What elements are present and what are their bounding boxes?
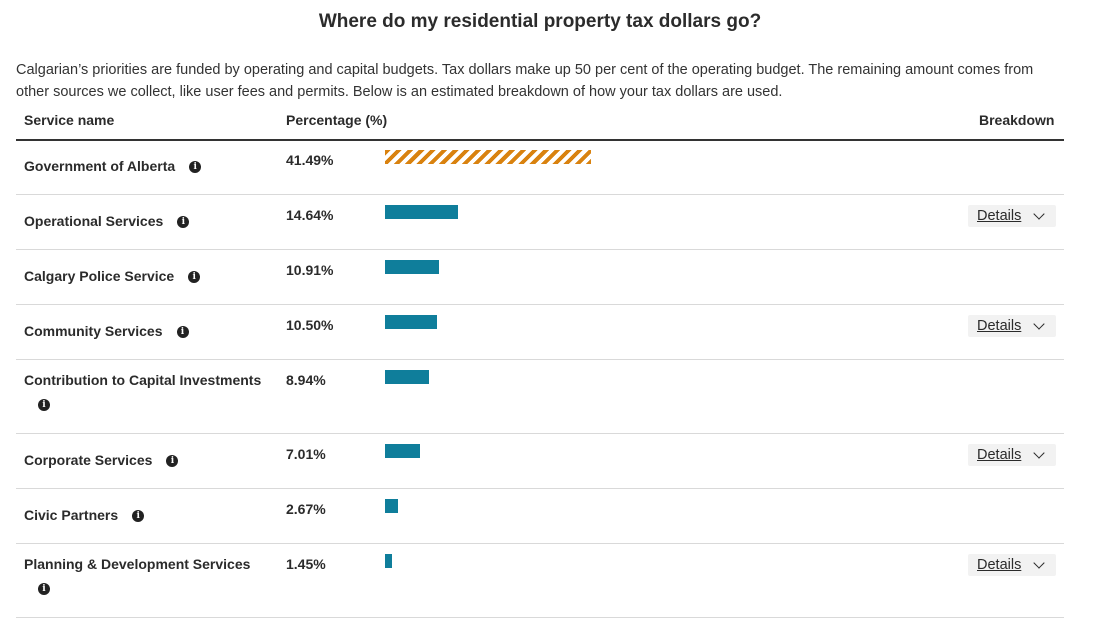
header-percentage: Percentage (%): [286, 112, 388, 128]
chevron-down-icon: [1033, 208, 1045, 220]
info-icon[interactable]: i: [132, 510, 145, 523]
service-rows: Government of Alberta i 41.49% Operational …: [16, 140, 1064, 618]
percentage-bar: [385, 370, 429, 384]
details-button[interactable]: Details: [968, 554, 1056, 576]
table-row: Calgary Police Service i 10.91%: [16, 250, 1064, 305]
details-label: Details: [977, 318, 1022, 334]
table-row: Planning & Development Services i 1.45% Det…: [16, 544, 1064, 618]
service-name: Contribution to Capital Investments i: [24, 371, 274, 411]
info-icon[interactable]: i: [38, 583, 50, 595]
details-button[interactable]: Details: [968, 444, 1056, 466]
percentage-bar: [385, 260, 439, 274]
info-icon[interactable]: i: [166, 455, 179, 468]
header-divider: [16, 139, 1064, 141]
percentage-value: 8.94%: [286, 372, 326, 388]
table-row: Contribution to Capital Investments i 8.94…: [16, 360, 1064, 434]
chevron-down-icon: [1033, 557, 1045, 569]
percentage-bar: [385, 554, 392, 568]
details-label: Details: [977, 447, 1022, 463]
service-name: Community Services i: [24, 322, 274, 340]
info-icon[interactable]: i: [176, 326, 189, 339]
service-name: Planning & Development Services i: [24, 555, 274, 595]
service-label: Planning & Development Services: [24, 556, 251, 572]
info-icon[interactable]: i: [177, 216, 190, 229]
details-label: Details: [977, 208, 1022, 224]
percentage-value: 7.01%: [286, 446, 326, 462]
info-icon[interactable]: i: [38, 399, 50, 411]
service-label: Government of Alberta: [24, 158, 176, 174]
header-service-name: Service name: [24, 112, 115, 128]
page-title: Where do my residential property tax dol…: [318, 11, 762, 32]
service-label: Calgary Police Service: [24, 268, 175, 284]
chevron-down-icon: [1033, 318, 1045, 330]
chevron-down-icon: [1033, 447, 1045, 459]
table-row: Civic Partners i 2.67%: [16, 489, 1064, 544]
table-row: Government of Alberta i 41.49%: [16, 140, 1064, 195]
percentage-bar: [385, 444, 420, 458]
service-name: Civic Partners i: [24, 506, 274, 524]
service-name: Corporate Services i: [24, 451, 274, 469]
percentage-bar: [385, 499, 398, 513]
details-button[interactable]: Details: [968, 205, 1056, 227]
service-label: Operational Services: [24, 213, 164, 229]
service-label: Contribution to Capital Investments: [24, 372, 262, 388]
percentage-value: 10.50%: [286, 317, 334, 333]
service-name: Operational Services i: [24, 212, 274, 230]
percentage-value: 41.49%: [286, 152, 334, 168]
service-name: Government of Alberta i: [24, 157, 274, 175]
government-bar: [385, 150, 591, 164]
percentage-value: 1.45%: [286, 556, 326, 572]
percentage-bar: [385, 315, 437, 329]
percentage-value: 2.67%: [286, 501, 326, 517]
header-breakdown: Breakdown: [979, 112, 1055, 128]
table-row: Community Services i 10.50% Details: [16, 305, 1064, 360]
details-button[interactable]: Details: [968, 315, 1056, 337]
table-row: Operational Services i 14.64% Details: [16, 195, 1064, 250]
service-name: Calgary Police Service i: [24, 267, 274, 285]
info-icon[interactable]: i: [188, 271, 201, 284]
service-label: Community Services: [24, 323, 163, 339]
info-icon[interactable]: i: [189, 161, 202, 174]
table-row: Corporate Services i 7.01% Details: [16, 434, 1064, 489]
details-label: Details: [977, 557, 1022, 573]
percentage-bar: [385, 205, 458, 219]
service-label: Corporate Services: [24, 452, 153, 468]
intro-text: Calgarian’s priorities are funded by ope…: [16, 62, 1034, 100]
percentage-value: 10.91%: [286, 262, 334, 278]
service-label: Civic Partners: [24, 507, 119, 523]
percentage-value: 14.64%: [286, 207, 334, 223]
